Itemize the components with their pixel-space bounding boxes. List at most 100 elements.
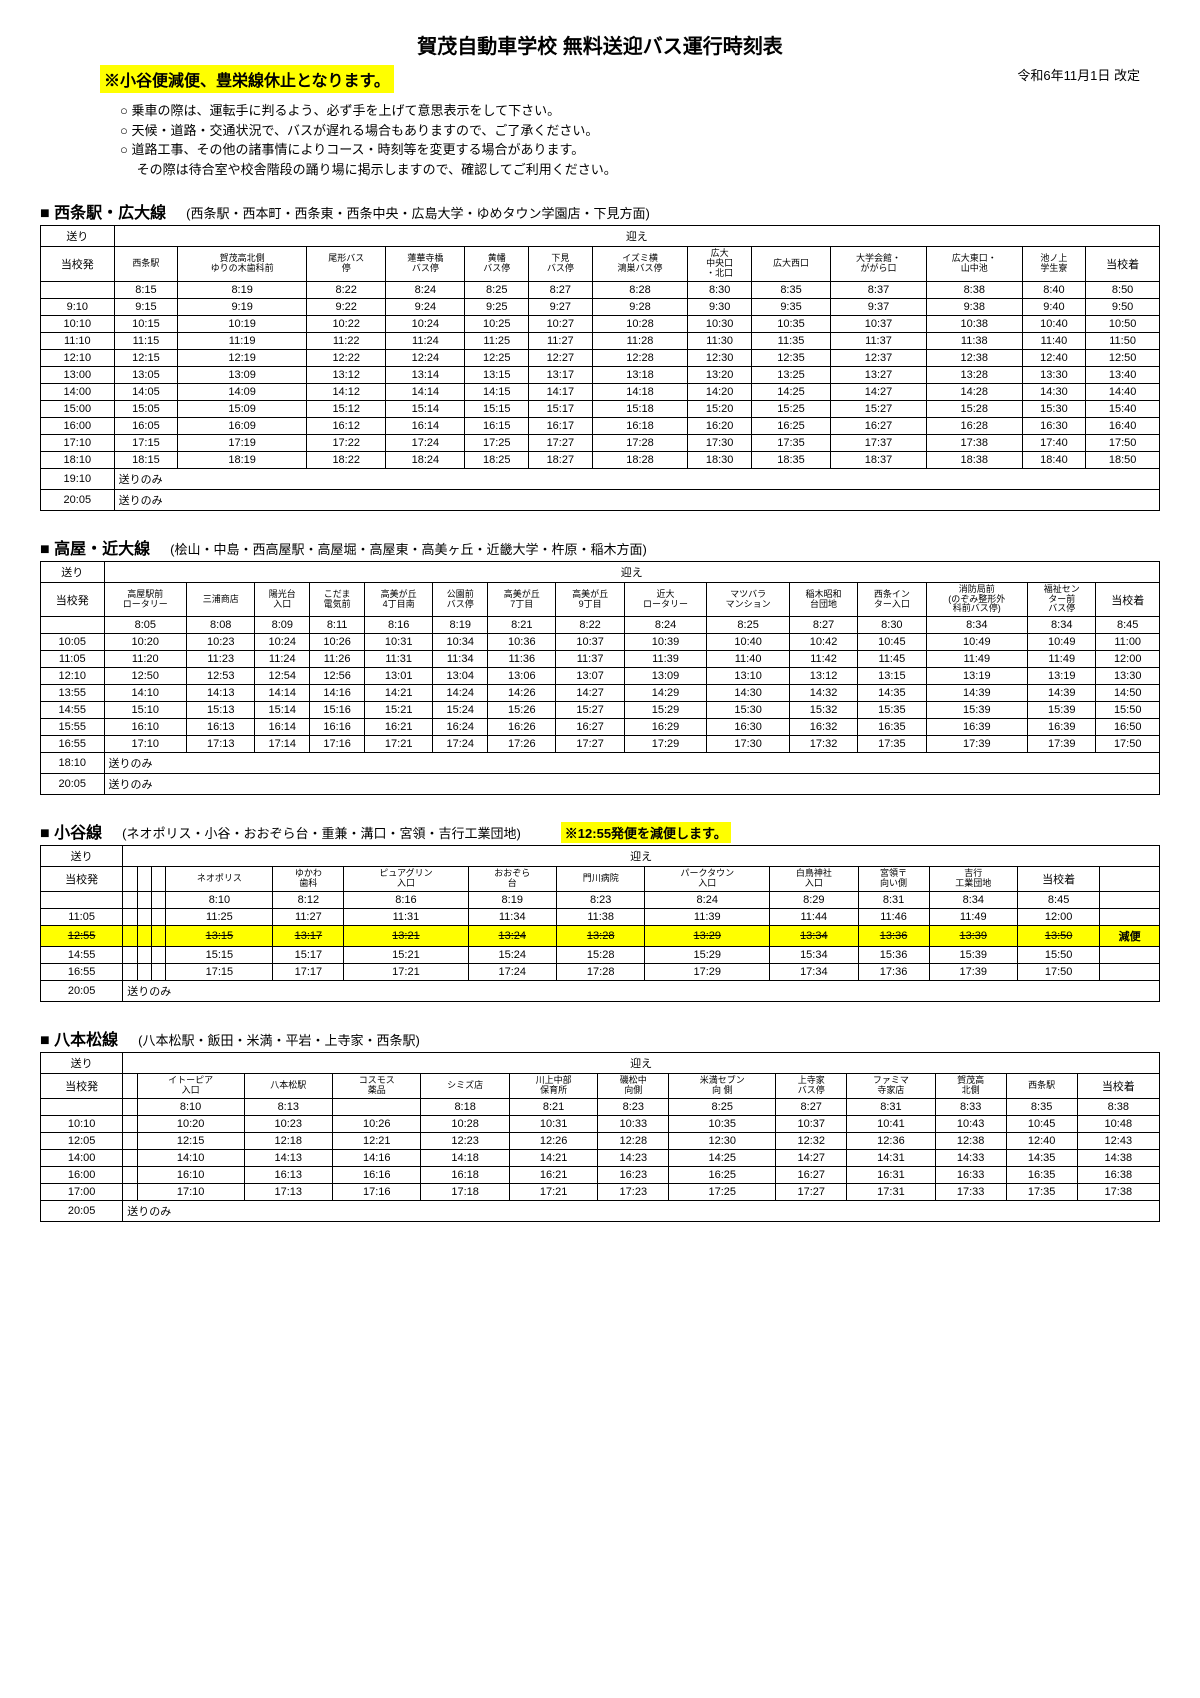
time-cell <box>41 1098 123 1115</box>
time-cell: 8:16 <box>365 617 433 634</box>
time-cell: 13:05 <box>114 366 178 383</box>
time-cell: 12:32 <box>776 1132 847 1149</box>
time-cell <box>137 964 151 981</box>
time-cell: 9:15 <box>114 298 178 315</box>
time-row: 12:1012:5012:5312:5412:5613:0113:0413:06… <box>41 668 1160 685</box>
stop-header: 米満セブン向 側 <box>669 1074 776 1099</box>
time-cell: 11:42 <box>789 651 857 668</box>
time-cell: 18:24 <box>386 451 465 468</box>
time-cell: 13:19 <box>926 668 1028 685</box>
time-cell: 14:23 <box>598 1149 669 1166</box>
stop-header: ネオポリス <box>166 867 273 892</box>
time-cell: 16:27 <box>776 1166 847 1183</box>
stop-header: 高美が丘7丁目 <box>488 582 556 617</box>
time-cell: 17:17 <box>273 964 344 981</box>
time-cell: 11:00 <box>1096 634 1160 651</box>
time-cell: 8:18 <box>421 1098 509 1115</box>
stop-header: 西条駅 <box>1006 1074 1077 1099</box>
time-cell: 13:17 <box>529 366 593 383</box>
time-cell: 12:28 <box>592 349 688 366</box>
time-cell: 16:10 <box>104 719 187 736</box>
time-cell: 13:04 <box>433 668 488 685</box>
time-cell: 10:49 <box>926 634 1028 651</box>
time-cell: 16:30 <box>707 719 790 736</box>
extra-note: 送りのみ <box>123 1200 1160 1221</box>
col-in: 迎え <box>114 226 1159 247</box>
time-cell: 11:37 <box>831 332 927 349</box>
time-cell: 10:35 <box>751 315 830 332</box>
time-cell: 16:39 <box>1028 719 1096 736</box>
extra-note: 送りのみ <box>123 981 1160 1002</box>
stop-header: 広大西口 <box>751 247 830 282</box>
instructions: ○ 乗車の際は、運転手に判るよう、必ず手を上げて意思表示をして下さい。○ 天候・… <box>120 101 1160 179</box>
time-cell: 13:50 <box>1018 926 1100 947</box>
time-row: 10:0510:2010:2310:2410:2610:3110:3410:36… <box>41 634 1160 651</box>
time-cell: 16:33 <box>935 1166 1006 1183</box>
time-cell: 14:14 <box>255 685 310 702</box>
time-cell: 13:01 <box>365 668 433 685</box>
time-cell: 10:45 <box>1006 1115 1077 1132</box>
time-cell: 18:38 <box>926 451 1022 468</box>
time-cell: 11:25 <box>465 332 529 349</box>
time-cell: 17:21 <box>344 964 468 981</box>
time-cell: 12:35 <box>751 349 830 366</box>
time-cell: 17:19 <box>178 434 307 451</box>
time-cell: 10:05 <box>41 634 105 651</box>
time-cell: 17:31 <box>847 1183 935 1200</box>
time-cell: 16:21 <box>365 719 433 736</box>
time-row: 13:5514:1014:1314:1414:1614:2114:2414:26… <box>41 685 1160 702</box>
time-cell: 15:21 <box>344 947 468 964</box>
time-row: 13:0013:0513:0913:1213:1413:1513:1713:18… <box>41 366 1160 383</box>
time-cell <box>137 892 151 909</box>
time-cell: 10:23 <box>187 634 255 651</box>
time-cell: 15:14 <box>386 400 465 417</box>
stop-header: パークタウン入口 <box>645 867 770 892</box>
time-cell: 18:25 <box>465 451 529 468</box>
time-cell: 12:50 <box>1086 349 1160 366</box>
time-cell: 12:50 <box>104 668 187 685</box>
time-cell: 14:28 <box>926 383 1022 400</box>
time-cell: 9:25 <box>465 298 529 315</box>
time-cell: 15:40 <box>1086 400 1160 417</box>
time-cell: 10:37 <box>556 634 624 651</box>
time-cell <box>123 926 137 947</box>
stop-header: 広大中央口・北口 <box>688 247 752 282</box>
time-cell: 12:28 <box>598 1132 669 1149</box>
time-cell: 13:06 <box>488 668 556 685</box>
time-cell: 10:10 <box>41 1115 123 1132</box>
time-cell: 17:25 <box>465 434 529 451</box>
time-cell: 15:39 <box>926 702 1028 719</box>
col-arr: 当校着 <box>1096 582 1160 617</box>
time-cell: 8:31 <box>858 892 929 909</box>
time-cell: 10:25 <box>465 315 529 332</box>
time-cell: 15:18 <box>592 400 688 417</box>
time-cell: 11:27 <box>273 909 344 926</box>
time-cell: 15:13 <box>187 702 255 719</box>
time-cell: 11:38 <box>556 909 644 926</box>
section-t1: ■ 西条駅・広大線 (西条駅・西本町・西条東・西条中央・広島大学・ゆめタウン学園… <box>40 199 1160 511</box>
section-sub: (桧山・中島・西高屋駅・高屋堀・高屋東・高美ヶ丘・近畿大学・杵原・稲木方面) <box>170 539 647 558</box>
time-cell: 10:31 <box>365 634 433 651</box>
time-cell: 8:31 <box>847 1098 935 1115</box>
time-cell: 14:35 <box>1006 1149 1077 1166</box>
time-cell: 17:10 <box>104 736 187 753</box>
time-cell: 16:30 <box>1022 417 1086 434</box>
time-cell: 10:10 <box>41 315 115 332</box>
time-cell: 14:20 <box>688 383 752 400</box>
time-cell: 17:30 <box>688 434 752 451</box>
time-row: 10:1010:2010:2310:2610:2810:3110:3310:35… <box>41 1115 1160 1132</box>
extra-note: 送りのみ <box>104 774 1160 795</box>
time-cell: 17:13 <box>187 736 255 753</box>
time-cell: 12:15 <box>137 1132 244 1149</box>
time-row: 16:5517:1017:1317:1417:1617:2117:2417:26… <box>41 736 1160 753</box>
time-cell <box>123 964 137 981</box>
stop-header: イズミ横鴻巣バス停 <box>592 247 688 282</box>
stop-header: 高美が丘4丁目南 <box>365 582 433 617</box>
time-cell: 15:50 <box>1096 702 1160 719</box>
stop-header: こだま電気前 <box>310 582 365 617</box>
time-cell: 18:37 <box>831 451 927 468</box>
time-cell: 13:15 <box>166 926 273 947</box>
time-cell: 9:19 <box>178 298 307 315</box>
time-cell: 16:50 <box>1096 719 1160 736</box>
time-cell: 15:36 <box>858 947 929 964</box>
